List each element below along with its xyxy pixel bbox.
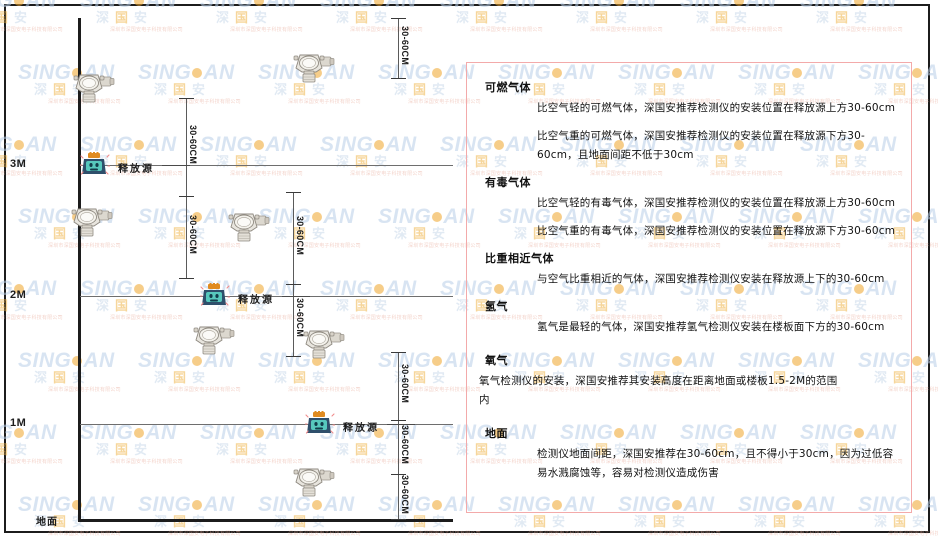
release-source-icon	[304, 411, 336, 437]
guidance-section: 有毒气体 比空气轻的有毒气体，深国安推荐检测仪的安装位置在释放源上方30-60cm…	[479, 174, 899, 241]
outer-frame	[4, 4, 930, 533]
guidance-section: 氧气氧气检测仪的安装，深国安推荐其安装高度在距离地面或楼板1.5-2M的范围内	[479, 346, 899, 419]
gas-detector-icon	[190, 318, 236, 356]
dimension-tick	[391, 18, 406, 19]
guidance-paragraph: 比空气轻的有毒气体，深国安推荐检测仪的安装位置在释放源上方30-60cm	[537, 197, 896, 209]
gas-detector-icon	[70, 66, 116, 104]
dimension-tick	[286, 284, 301, 285]
release-source-label: 释放源	[343, 423, 379, 434]
gas-detector-icon	[225, 205, 271, 243]
vertical-axis	[78, 18, 81, 520]
dimension-label: 30-60CM	[400, 425, 410, 465]
gas-detector-icon	[300, 322, 346, 360]
gas-detector-icon	[290, 46, 336, 84]
guidance-paragraph: 检测仪地面间距，深国安推荐在30-60cm，且不得小于30cm，因为过低容易水溅…	[537, 448, 894, 479]
level-label-1m: 1M	[10, 417, 27, 429]
dimension-tick	[179, 98, 194, 99]
release-source-icon	[79, 152, 111, 178]
installation-guidance-panel: 可燃气体 比空气轻的可燃气体，深国安推荐检测仪的安装位置在释放源上方30-60cm…	[466, 62, 912, 513]
dimension-tick	[286, 192, 301, 193]
guidance-section: 比重相近气体与空气比重相近的气体，深国安推荐检测仪安装在释放源上下的30-60c…	[479, 250, 899, 289]
ground-line	[78, 519, 453, 522]
level-line	[80, 424, 453, 425]
dimension-tick	[179, 278, 194, 279]
dimension-tick	[391, 519, 406, 520]
guidance-section-heading: 氢气	[485, 300, 508, 313]
guidance-paragraph: 比空气重的可燃气体，深国安推荐检测仪的安装位置在释放源下方30-60cm，且地面…	[537, 130, 866, 161]
guidance-paragraph: 与空气比重相近的气体，深国安推荐检测仪安装在释放源上下的30-60cm	[537, 273, 885, 285]
guidance-section: 氢气氢气是最轻的气体，深国安推荐氢气检测仪安装在楼板面下方的30-60cm	[479, 298, 899, 337]
level-label-3m: 3M	[10, 158, 27, 170]
guidance-paragraph: 比空气轻的可燃气体，深国安推荐检测仪的安装位置在释放源上方30-60cm	[537, 102, 896, 114]
dimension-tick	[391, 78, 406, 79]
guidance-paragraph: 氧气检测仪的安装，深国安推荐其安装高度在距离地面或楼板1.5-2M的范围内	[479, 375, 838, 406]
guidance-section: 可燃气体 比空气轻的可燃气体，深国安推荐检测仪的安装位置在释放源上方30-60cm…	[479, 79, 899, 165]
guidance-section-heading: 有毒气体	[485, 176, 531, 189]
release-source-leader	[162, 165, 190, 166]
dimension-label: 30-60CM	[188, 125, 198, 165]
dimension-tick	[391, 352, 406, 353]
guidance-section-heading: 可燃气体	[485, 81, 531, 94]
guidance-section-heading: 比重相近气体	[485, 252, 554, 265]
dimension-label: 30-60CM	[400, 364, 410, 404]
ground-label: 地面	[36, 517, 58, 528]
dimension-line	[398, 352, 399, 519]
level-label-2m: 2M	[10, 289, 27, 301]
dimension-line	[186, 98, 187, 278]
guidance-section-heading: 氧气	[485, 354, 508, 367]
release-source-label: 释放源	[238, 295, 274, 306]
dimension-label: 30-60CM	[188, 215, 198, 255]
dimension-tick	[286, 356, 301, 357]
release-source-icon	[199, 283, 231, 309]
dimension-tick	[179, 196, 194, 197]
dimension-label: 30-60CM	[400, 474, 410, 514]
level-line	[80, 296, 453, 297]
level-line	[80, 165, 453, 166]
dimension-line	[398, 18, 399, 78]
installation-height-diagram: 3M 2M 1M 30-60CM 30-60CM 30-60CM 30-60CM 30-60…	[0, 0, 460, 541]
dimension-label: 30-60CM	[295, 216, 305, 256]
dimension-tick	[391, 474, 406, 475]
dimension-tick	[391, 420, 406, 421]
gas-detector-icon	[290, 460, 336, 498]
gas-detector-icon	[68, 200, 114, 238]
dimension-label: 30-60CM	[400, 26, 410, 66]
guidance-paragraph: 氢气是最轻的气体，深国安推荐氢气检测仪安装在楼板面下方的30-60cm	[537, 321, 885, 333]
release-source-leader	[387, 424, 415, 425]
guidance-section: 地面检测仪地面间距，深国安推荐在30-60cm，且不得小于30cm，因为过低容易…	[479, 425, 899, 483]
dimension-line	[293, 192, 294, 356]
guidance-section-heading: 地面	[485, 427, 508, 440]
release-source-label: 释放源	[118, 164, 154, 175]
guidance-paragraph: 比空气重的有毒气体，深国安推荐检测仪的安装位置在释放源下方30-60cm	[537, 225, 896, 237]
release-source-leader	[282, 296, 310, 297]
